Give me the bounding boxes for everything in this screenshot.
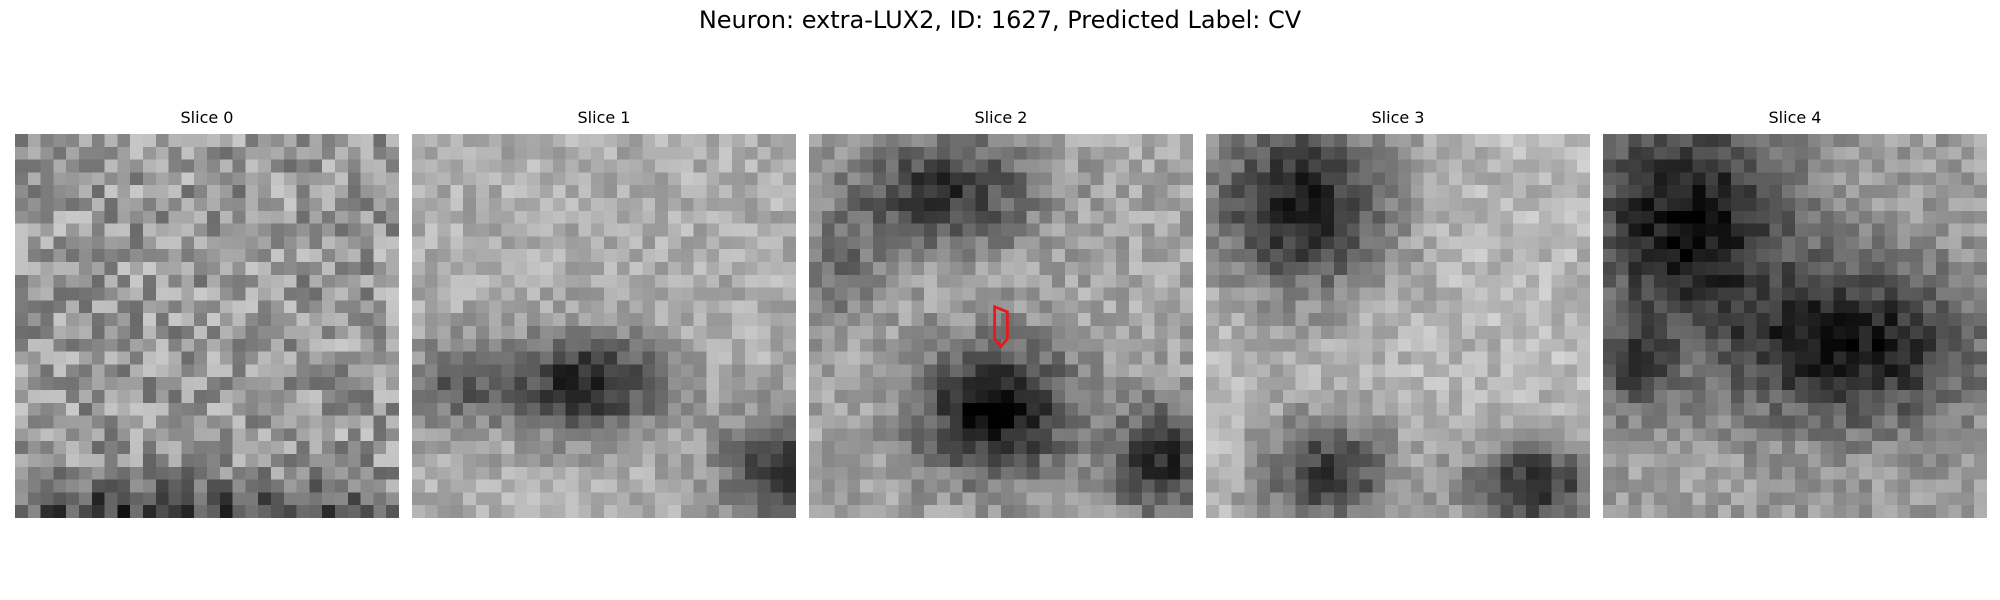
slice-image	[809, 134, 1193, 518]
slice-image	[1206, 134, 1590, 518]
panel-title: Slice 0	[180, 108, 234, 127]
panel-slice-0: Slice 0	[15, 108, 399, 518]
slice-image	[412, 134, 796, 518]
panel-title: Slice 4	[1768, 108, 1822, 127]
panel-title: Slice 2	[974, 108, 1028, 127]
panel-slice-1: Slice 1	[412, 108, 796, 518]
panel-title: Slice 1	[577, 108, 631, 127]
panel-slice-4: Slice 4	[1603, 108, 1987, 518]
panel-title: Slice 3	[1371, 108, 1425, 127]
segmentation-outline	[993, 304, 1009, 349]
panel-slice-3: Slice 3	[1206, 108, 1590, 518]
panel-slice-2: Slice 2	[809, 108, 1193, 518]
figure-title: Neuron: extra-LUX2, ID: 1627, Predicted …	[698, 6, 1302, 34]
slice-image	[1603, 134, 1987, 518]
slice-image	[15, 134, 399, 518]
